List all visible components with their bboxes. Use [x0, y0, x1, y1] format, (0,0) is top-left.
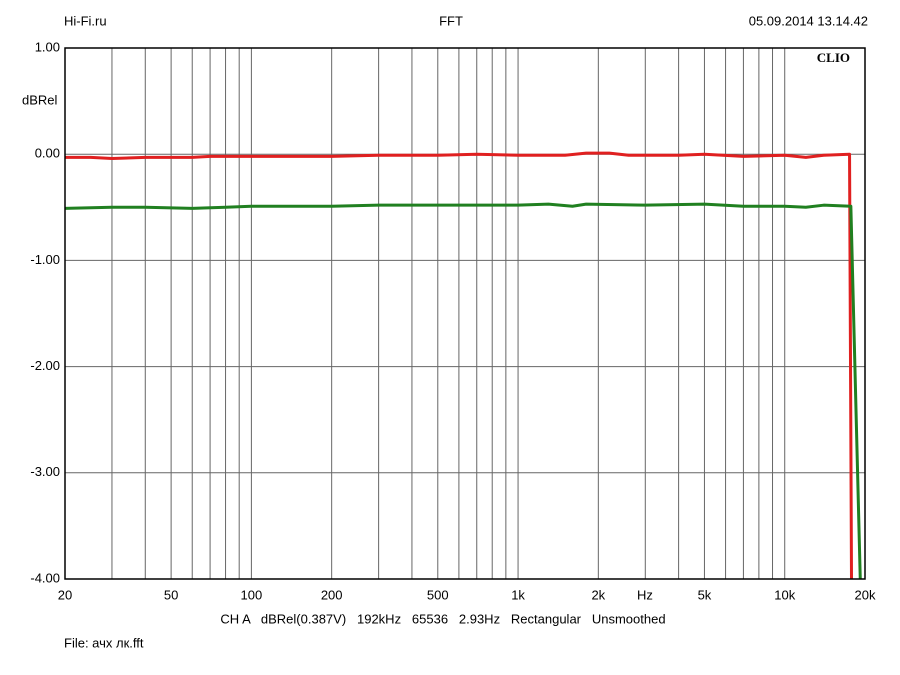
x-tick-label: 500	[427, 587, 449, 602]
y-tick-label: 1.00	[35, 39, 60, 54]
data-line	[65, 151, 853, 579]
data-line	[65, 202, 862, 579]
x-tick-label: 5k	[698, 587, 712, 602]
x-tick-label: 2k	[591, 587, 605, 602]
settings: CH A dBRel(0.387V) 192kHz 65536 2.93Hz R…	[220, 611, 665, 626]
header-right: 05.09.2014 13.14.42	[749, 13, 868, 28]
y-tick-label: -4.00	[30, 570, 60, 585]
logo: CLIO	[817, 50, 850, 65]
file-name: File: ачх лк.fft	[64, 635, 144, 650]
header-left: Hi-Fi.ru	[64, 13, 107, 28]
y-axis-label: dBRel	[22, 92, 58, 107]
y-tick-label: -2.00	[30, 358, 60, 373]
x-tick-label: 20	[58, 587, 72, 602]
plot-frame	[64, 47, 866, 580]
x-tick-label: 50	[164, 587, 178, 602]
x-unit-label: Hz	[637, 587, 653, 602]
x-tick-label: 100	[241, 587, 263, 602]
y-tick-label: -3.00	[30, 464, 60, 479]
x-tick-label: 20k	[855, 587, 876, 602]
y-tick-label: 0.00	[35, 146, 60, 161]
y-tick-label: -1.00	[30, 252, 60, 267]
chart-title: FFT	[439, 13, 463, 28]
x-tick-label: 200	[321, 587, 343, 602]
x-tick-label: 10k	[774, 587, 795, 602]
x-tick-label: 1k	[511, 587, 525, 602]
